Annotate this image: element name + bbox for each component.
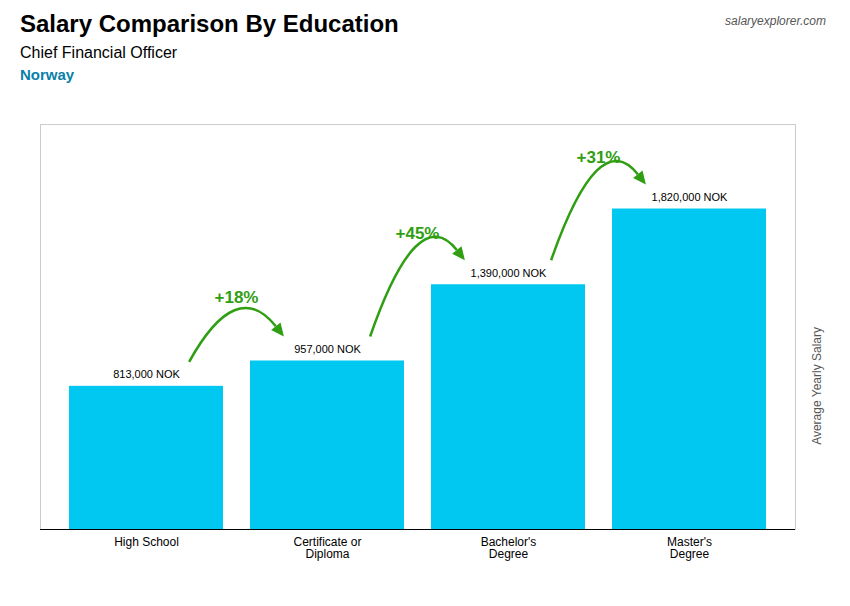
svg-text:High School: High School	[114, 535, 179, 549]
html-text:Norway: Norway	[20, 66, 75, 83]
svg-text:Bachelor'sDegree: Bachelor'sDegree	[481, 535, 537, 561]
html-text:Salary Comparison By Education: Salary Comparison By Education	[20, 10, 399, 37]
svg-text:1,390,000 NOK: 1,390,000 NOK	[471, 267, 547, 279]
svg-text:+31%: +31%	[577, 148, 621, 167]
svg-text:Average Yearly Salary: Average Yearly Salary	[810, 327, 824, 445]
svg-text:1,820,000 NOK: 1,820,000 NOK	[652, 191, 728, 203]
svg-text:+45%: +45%	[396, 224, 440, 243]
svg-text:+18%: +18%	[215, 288, 259, 307]
svg-text:Master'sDegree: Master'sDegree	[667, 535, 712, 561]
html-text:Chief Financial Officer: Chief Financial Officer	[20, 44, 178, 61]
svg-text:Certificate orDiploma: Certificate orDiploma	[293, 535, 361, 561]
svg-text:957,000 NOK: 957,000 NOK	[294, 343, 361, 355]
html-text:salaryexplorer.com: salaryexplorer.com	[725, 14, 826, 28]
svg-text:813,000 NOK: 813,000 NOK	[113, 368, 180, 380]
